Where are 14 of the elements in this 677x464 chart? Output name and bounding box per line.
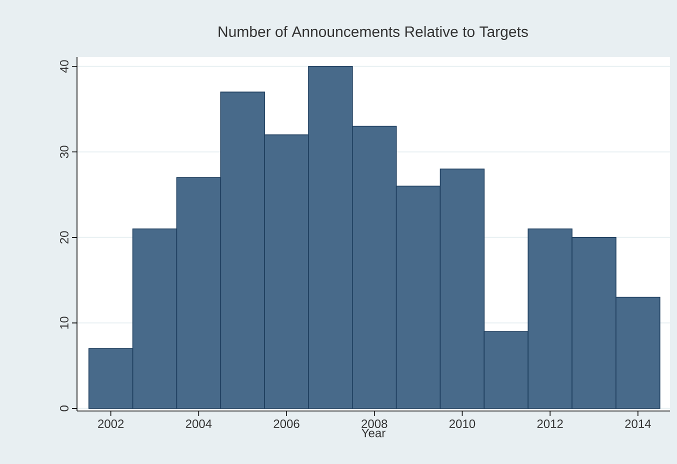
x-tick-label: 2006 [274, 420, 300, 428]
x-tick-label: 2008 [362, 420, 388, 428]
x-tick-label: 2014 [625, 420, 651, 428]
x-tick-label: 2004 [186, 420, 212, 428]
y-tick-label: 0 [60, 406, 68, 412]
y-tick-label: 40 [60, 60, 68, 73]
y-tick-label: 20 [60, 231, 68, 244]
x-tick-label: 2012 [537, 420, 563, 428]
x-tick-label: 2002 [98, 420, 124, 428]
y-tick-label: 10 [60, 316, 68, 329]
x-axis-title: Year [362, 428, 386, 438]
y-tick-label: 30 [60, 146, 68, 158]
x-tick-label: 2010 [449, 420, 476, 428]
chart-title: Number of Announcements Relative to Targets [218, 26, 528, 40]
